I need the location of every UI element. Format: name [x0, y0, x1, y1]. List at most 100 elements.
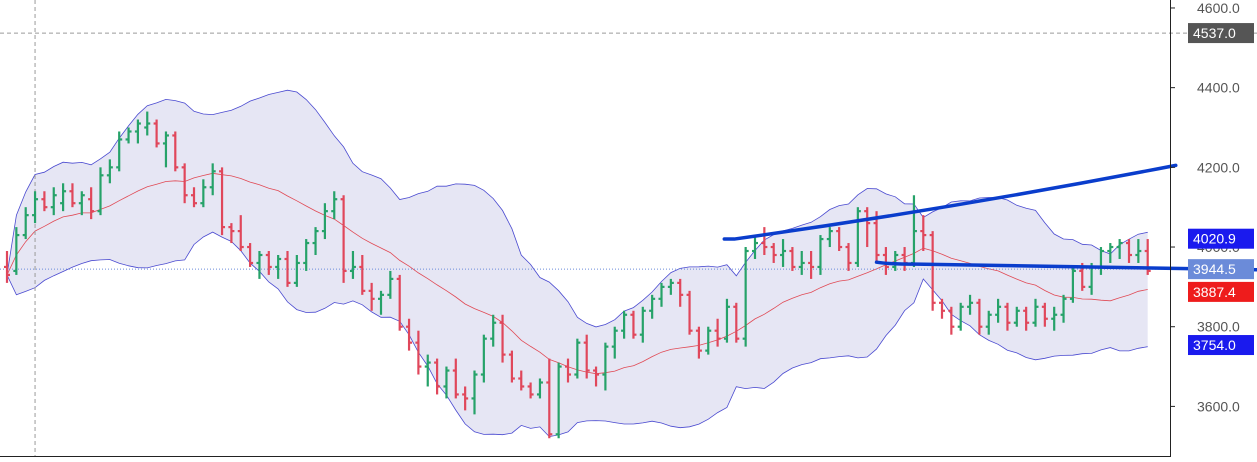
ohlc-bar — [228, 223, 235, 244]
price-label: 4537.0 — [1188, 23, 1254, 44]
ohlc-bar — [780, 239, 787, 267]
ohlc-bar — [873, 211, 880, 263]
ohlc-bar — [424, 354, 431, 387]
price-label-text: 3944.5 — [1193, 261, 1236, 277]
ohlc-bar — [705, 326, 712, 355]
price-label-text: 3887.4 — [1193, 284, 1236, 300]
ohlc-bar — [415, 330, 422, 375]
price-label: 3944.5 — [1188, 259, 1254, 280]
ohlc-bar — [864, 207, 871, 248]
ohlc-bar — [948, 306, 955, 335]
ohlc-bar — [574, 338, 581, 379]
ohlc-bar — [480, 334, 487, 383]
ohlc-bar — [1107, 243, 1114, 263]
ohlc-bar — [1051, 306, 1058, 331]
ohlc-bar — [714, 318, 721, 347]
ohlc-bar — [817, 235, 824, 275]
ohlc-bar — [1004, 302, 1011, 331]
ohlc-bar — [518, 370, 525, 391]
ohlc-bar — [490, 314, 497, 347]
ohlc-bar — [723, 298, 730, 343]
ohlc-bar — [32, 191, 39, 224]
ohlc-bar — [658, 282, 665, 307]
ohlc-bar — [929, 231, 936, 311]
bollinger-lower-line — [6, 231, 1148, 438]
ohlc-bar — [191, 187, 197, 208]
ohlc-bar — [1135, 239, 1142, 263]
ohlc-bar — [1023, 306, 1030, 331]
ohlc-bar — [985, 310, 992, 335]
ohlc-bar — [321, 203, 328, 240]
ohlc-bar — [125, 127, 132, 144]
ohlc-bar — [106, 159, 113, 184]
ohlc-bar — [396, 274, 403, 331]
bollinger-band-layer — [6, 89, 1148, 438]
ohlc-bar — [284, 251, 291, 287]
ohlc-bar — [602, 342, 609, 391]
price-axis-tick-label: 4600.0 — [1197, 0, 1240, 16]
ohlc-bar — [752, 235, 758, 259]
ohlc-bar — [882, 247, 889, 275]
ohlc-bar — [331, 191, 338, 220]
ohlc-bar — [649, 294, 656, 319]
ohlc-bar — [1041, 302, 1048, 327]
ohlc-bar — [162, 131, 169, 168]
ohlc-bar — [172, 131, 179, 172]
ohlc-bar — [116, 131, 123, 172]
ohlc-bar — [1069, 266, 1076, 303]
ohlc-bar — [60, 183, 67, 212]
price-axis-tick-label: 3800.0 — [1197, 319, 1240, 335]
ohlc-bar — [527, 382, 534, 399]
price-label-text: 4537.0 — [1193, 25, 1236, 41]
ohlc-bar — [892, 251, 899, 271]
ohlc-bar — [4, 251, 10, 283]
ohlc-bar — [1060, 294, 1067, 323]
ohlc-bar — [957, 302, 964, 331]
ohlc-bar — [808, 251, 815, 279]
ohlc-bar — [742, 247, 749, 347]
bollinger-upper-line — [6, 89, 1148, 328]
ohlc-bar — [97, 167, 104, 216]
ohlc-bar — [452, 358, 459, 399]
ohlc-bar — [209, 163, 216, 196]
ohlc-bar — [770, 243, 777, 263]
ohlc-bar — [1126, 239, 1132, 263]
ohlc-bar — [854, 207, 861, 267]
ohlc-bar — [78, 191, 85, 216]
ohlc-bar — [546, 358, 553, 439]
ohlc-bar — [303, 239, 310, 271]
ohlc-bar — [976, 298, 983, 335]
ohlc-bar — [499, 314, 506, 363]
ohlc-bar — [144, 111, 151, 136]
ohlc-bar — [761, 227, 768, 255]
ohlc-bar — [50, 187, 57, 216]
ohlc-bar — [275, 254, 282, 279]
trendline-support — [874, 260, 1257, 272]
ohlc-bar — [237, 215, 244, 252]
ohlc-bar — [826, 227, 833, 248]
ohlc-bar — [639, 306, 646, 343]
price-label: 3754.0 — [1188, 335, 1254, 356]
ohlc-bar — [265, 251, 272, 275]
price-label-box — [1188, 281, 1254, 302]
ohlc-bar — [995, 298, 1002, 323]
ohlc-bar — [219, 167, 226, 236]
ohlc-bar — [939, 298, 945, 319]
ohlc-bar — [181, 163, 188, 204]
bollinger-band-fill — [7, 90, 1148, 437]
ohlc-bar — [611, 326, 618, 359]
ohlc-bar — [406, 318, 413, 351]
ohlc-bar — [695, 326, 702, 359]
price-label: 3887.4 — [1188, 281, 1254, 302]
ohlc-bar — [845, 243, 852, 271]
ohlc-bar — [593, 366, 600, 387]
ohlc-bar — [621, 310, 628, 339]
ohlc-bar — [88, 187, 95, 220]
price-label-text: 4020.9 — [1193, 231, 1236, 247]
ohlc-bar — [256, 251, 263, 279]
price-axis-tick-label: 4400.0 — [1197, 80, 1240, 96]
price-labels-layer: 4537.0 4020.9 3944.5 3887.4 3754.0 — [1188, 23, 1254, 356]
